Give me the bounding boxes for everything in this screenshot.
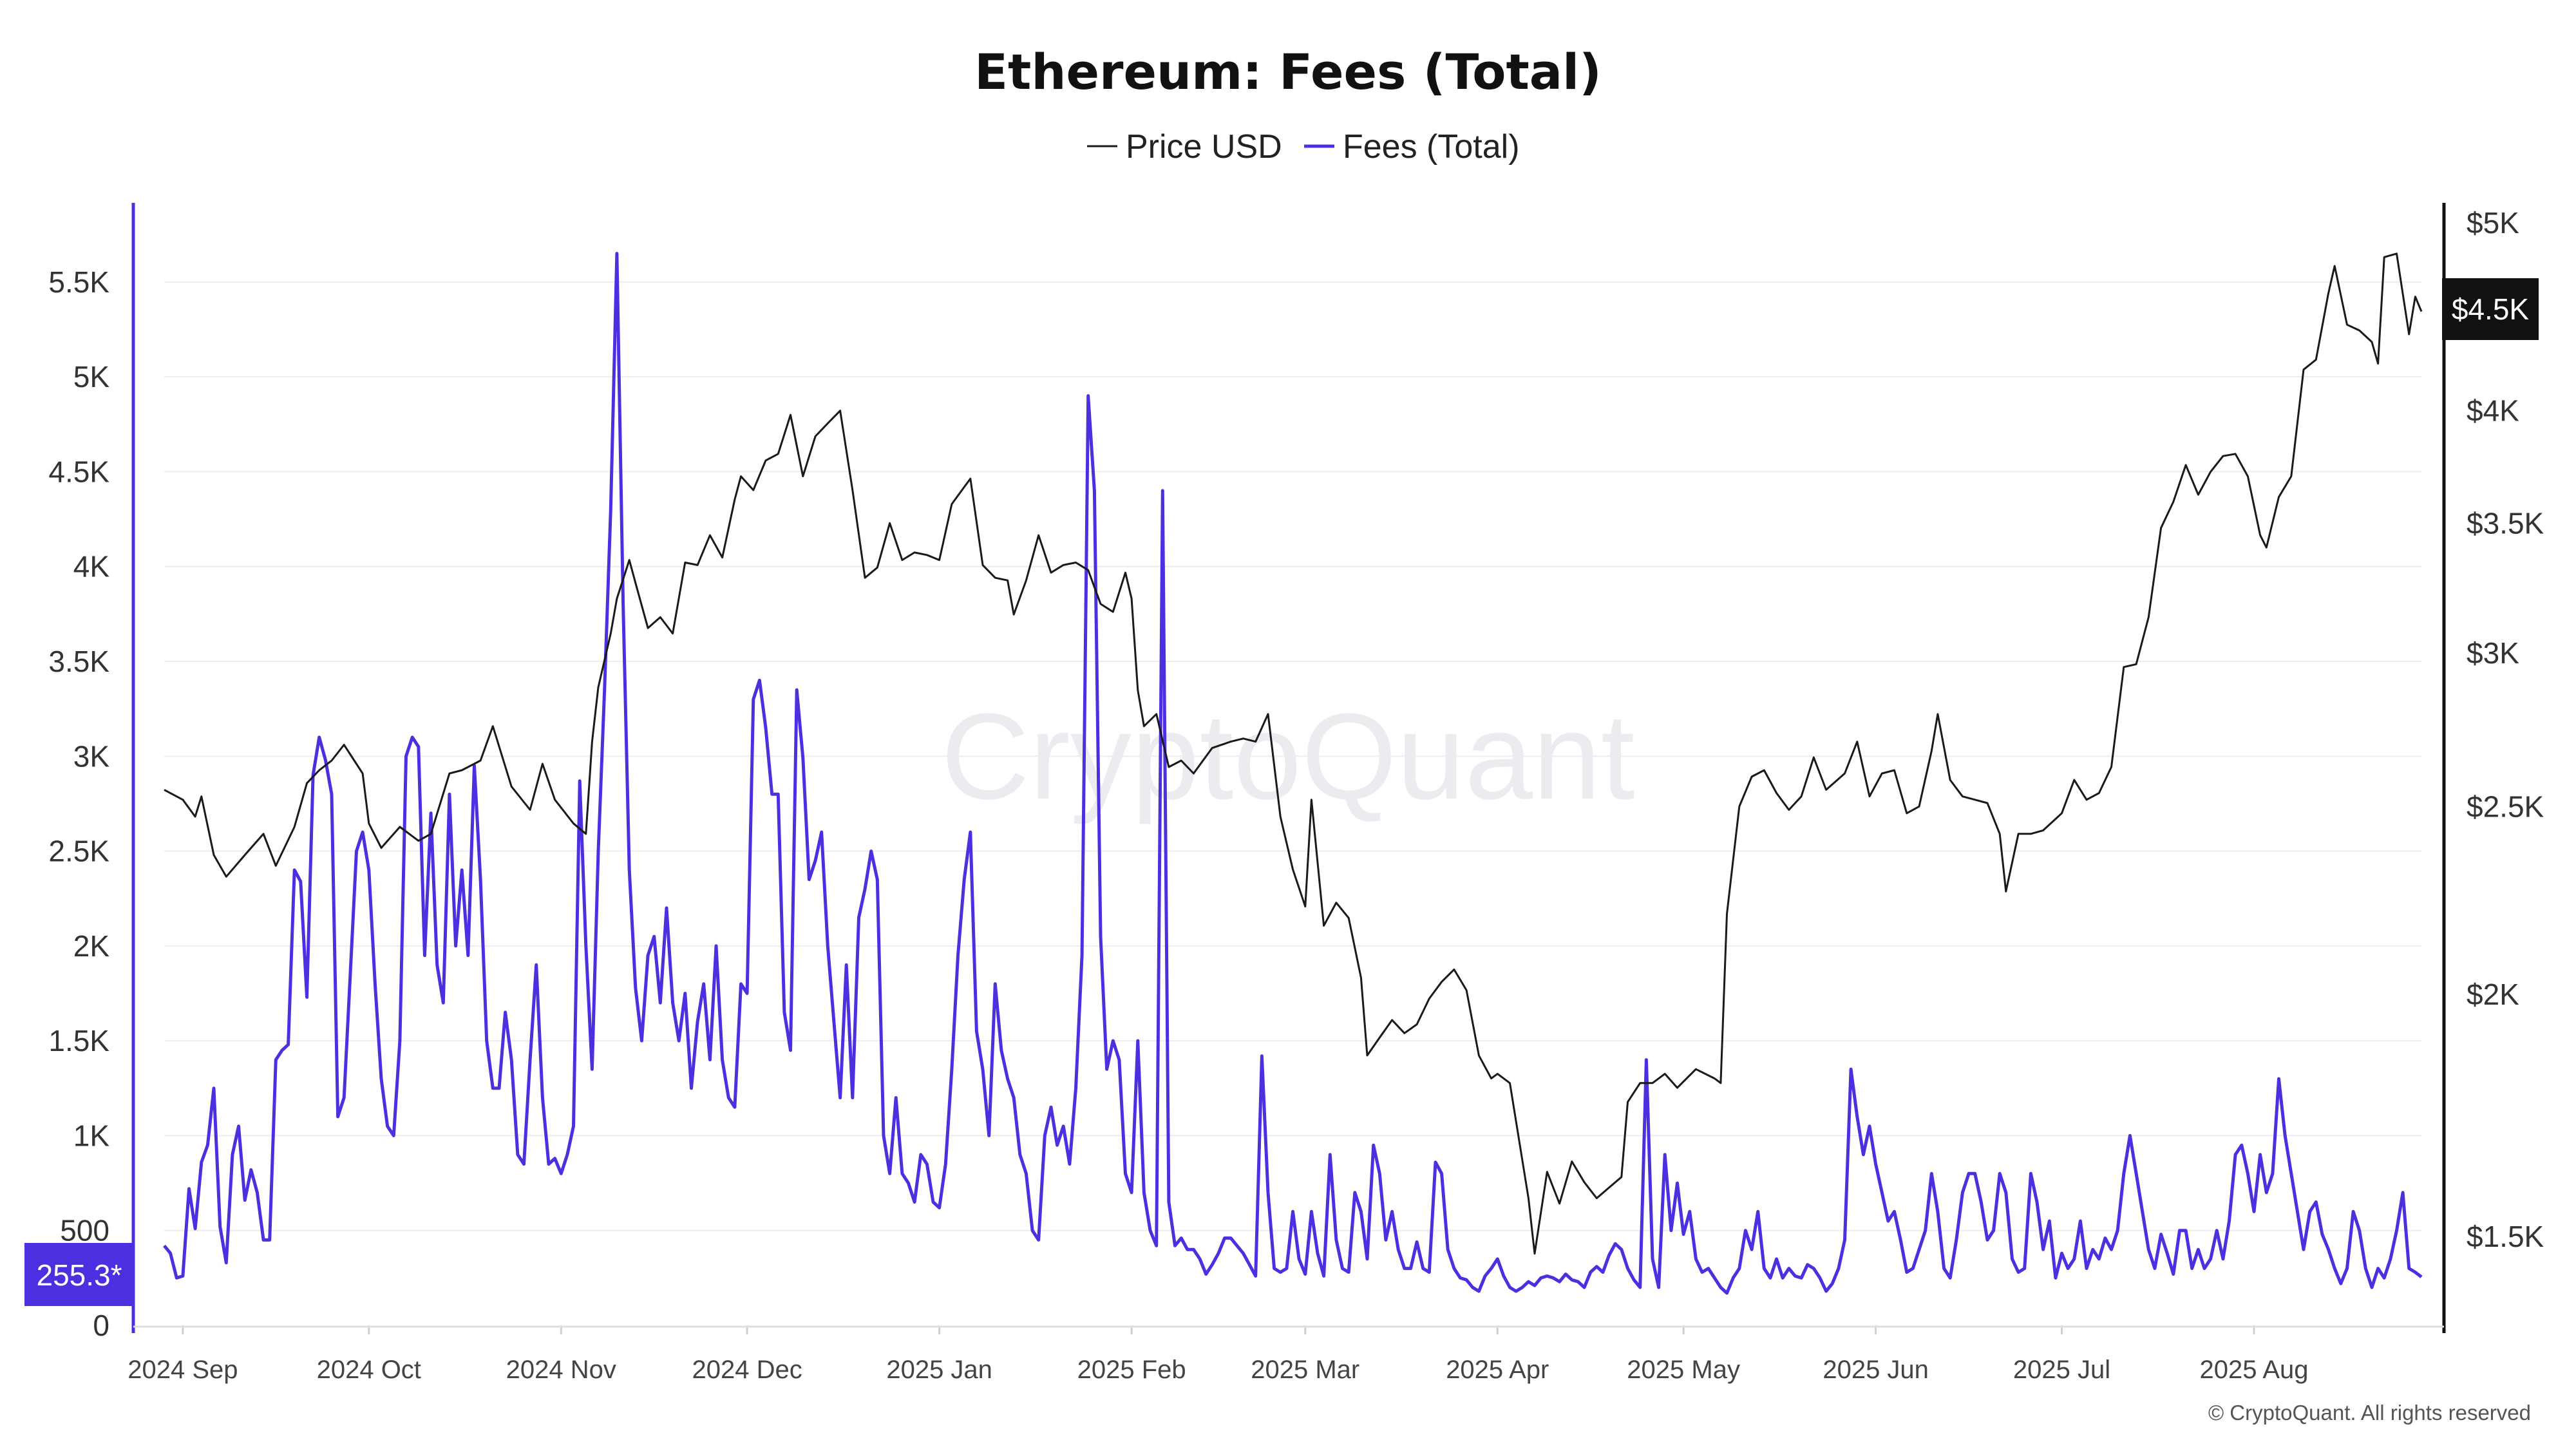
current-fees-badge-bg [24,1243,134,1306]
current-fees-value: 255.3* [36,1258,122,1292]
right-axis-tick-label: $2K [2467,978,2519,1011]
right-axis-tick-label: $3.5K [2467,506,2544,540]
price-line [164,252,2423,1255]
x-axis-tick-label: 2025 Mar [1251,1356,1359,1384]
x-axis-tick-label: 2024 Nov [506,1356,616,1384]
left-axis-tick-label: 2K [73,929,110,963]
fees-line [163,252,2423,1295]
axes [131,203,2446,1334]
legend: Price USD Fees (Total) [1087,128,1520,166]
x-axis-tick-label: 2025 Jul [2013,1356,2110,1384]
chart-title: Ethereum: Fees (Total) [974,43,1602,100]
left-axis-tick-label: 5K [73,360,110,393]
x-axis-tick-label: 2024 Dec [692,1356,802,1384]
copyright-notice: © CryptoQuant. All rights reserved [2208,1401,2531,1425]
x-axis-tick-label: 2024 Sep [128,1356,238,1384]
current-fees-badge: 255.3* [24,1243,134,1306]
left-axis-tick-label: 5.5K [48,265,109,299]
current-price-badge-bg [2442,278,2539,340]
x-axis-tick-label: 2025 May [1627,1356,1740,1384]
right-axis-tick-label: $5K [2467,206,2519,240]
gridlines [164,281,2421,1231]
current-price-badge: $4.5K [2442,278,2539,340]
left-axis-tick-label: 1K [73,1119,110,1152]
x-axis-tick-label: 2025 Feb [1077,1356,1186,1384]
price-series [164,252,2423,1255]
legend-price-label[interactable]: Price USD [1126,128,1282,166]
x-axis-tick-label: 2025 Apr [1446,1356,1549,1384]
right-axis-tick-label: $1.5K [2467,1220,2544,1253]
left-axis-tick-label: 2.5K [48,835,109,868]
left-axis-tick-label: 4.5K [48,455,109,488]
right-axis-tick-label: $4K [2467,394,2519,428]
right-axis-tick-label: $2.5K [2467,790,2544,823]
x-axis-tick-label: 2025 Aug [2199,1356,2308,1384]
left-axis-tick-label: 0 [93,1309,109,1342]
left-axis-tick-label: 4K [73,550,110,583]
left-axis-tick-label: 500 [60,1214,109,1247]
fees-series [163,252,2423,1295]
right-axis-tick-label: $3K [2467,636,2519,670]
left-axis-tick-label: 1.5K [48,1024,109,1057]
current-price-value: $4.5K [2452,292,2530,326]
left-axis-tick-label: 3K [73,739,110,773]
x-axis-tick-label: 2025 Jun [1823,1356,1929,1384]
legend-fees-label[interactable]: Fees (Total) [1343,128,1520,166]
x-axis-tick-label: 2025 Jan [886,1356,992,1384]
axis-labels: 0 500 1K 1.5K 2K 2.5K 3K 3.5K 4K 4.5K 5K 5.5K $1.5K $… [48,206,2544,1384]
x-axis-tick-label: 2024 Oct [317,1356,421,1384]
left-axis-tick-label: 3.5K [48,645,109,678]
